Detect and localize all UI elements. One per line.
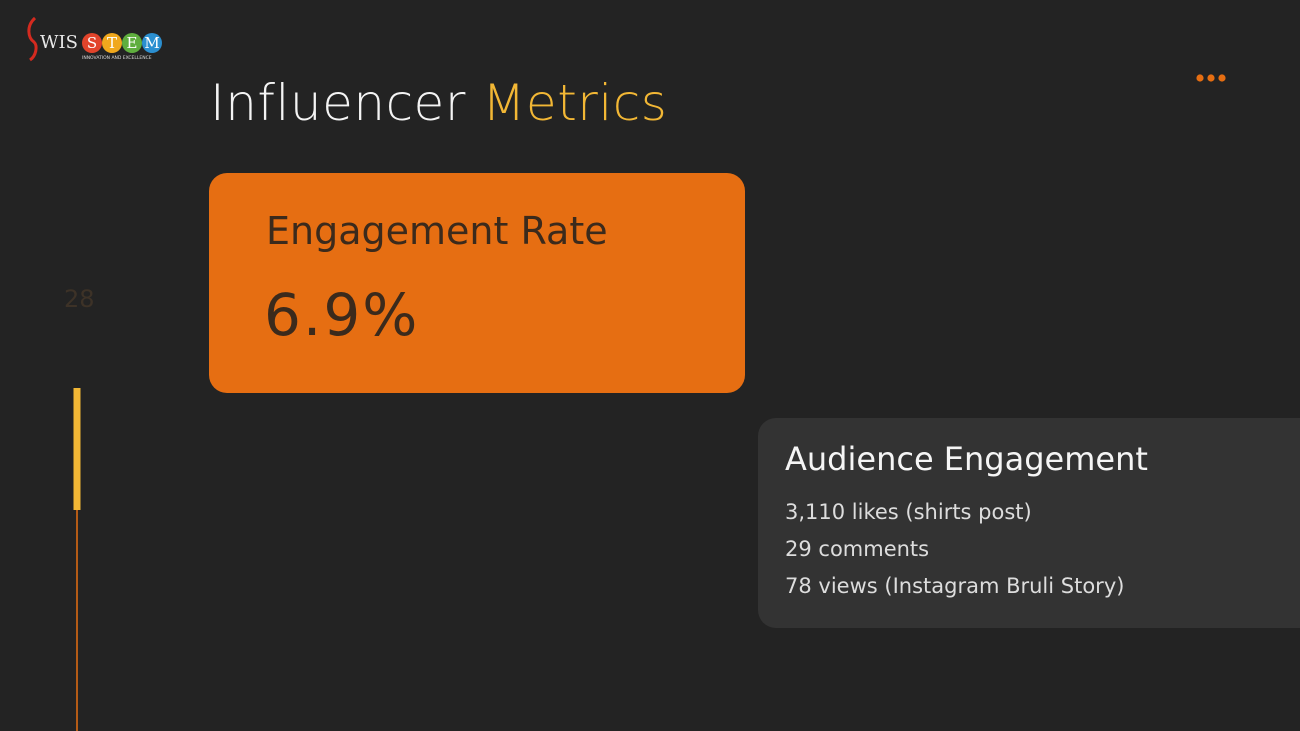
logo: WIS S T E M INNOVATION AND EXCELLENCE	[26, 16, 166, 66]
metric-label: Engagement Rate	[266, 209, 608, 253]
timeline	[73, 388, 81, 731]
audience-item: 29 comments	[785, 537, 930, 561]
metric-card: Engagement Rate 6.9%	[209, 173, 745, 393]
title: Influencer Metrics	[210, 74, 667, 132]
title-highlight: Metrics	[482, 74, 668, 132]
page-number: 28	[64, 285, 95, 313]
audience-heading: Audience Engagement	[785, 440, 1148, 478]
logo-letter: T	[102, 33, 122, 53]
title-text: Influencer	[210, 74, 466, 132]
logo-letter: M	[142, 33, 162, 53]
metric-value: 6.9%	[264, 281, 420, 349]
logo-letter: S	[82, 33, 102, 53]
logo-name: WIS	[40, 32, 78, 53]
audience-card: Audience Engagement 3,110 likes (shirts …	[758, 418, 1300, 628]
logo-swoosh	[27, 16, 38, 62]
audience-item: 3,110 likes (shirts post)	[785, 500, 1032, 524]
menu-dots[interactable]	[1190, 70, 1234, 86]
logo-tagline: INNOVATION AND EXCELLENCE	[82, 56, 152, 61]
logo-letter: E	[122, 33, 142, 53]
audience-item: 78 views (Instagram Bruli Story)	[785, 574, 1125, 598]
